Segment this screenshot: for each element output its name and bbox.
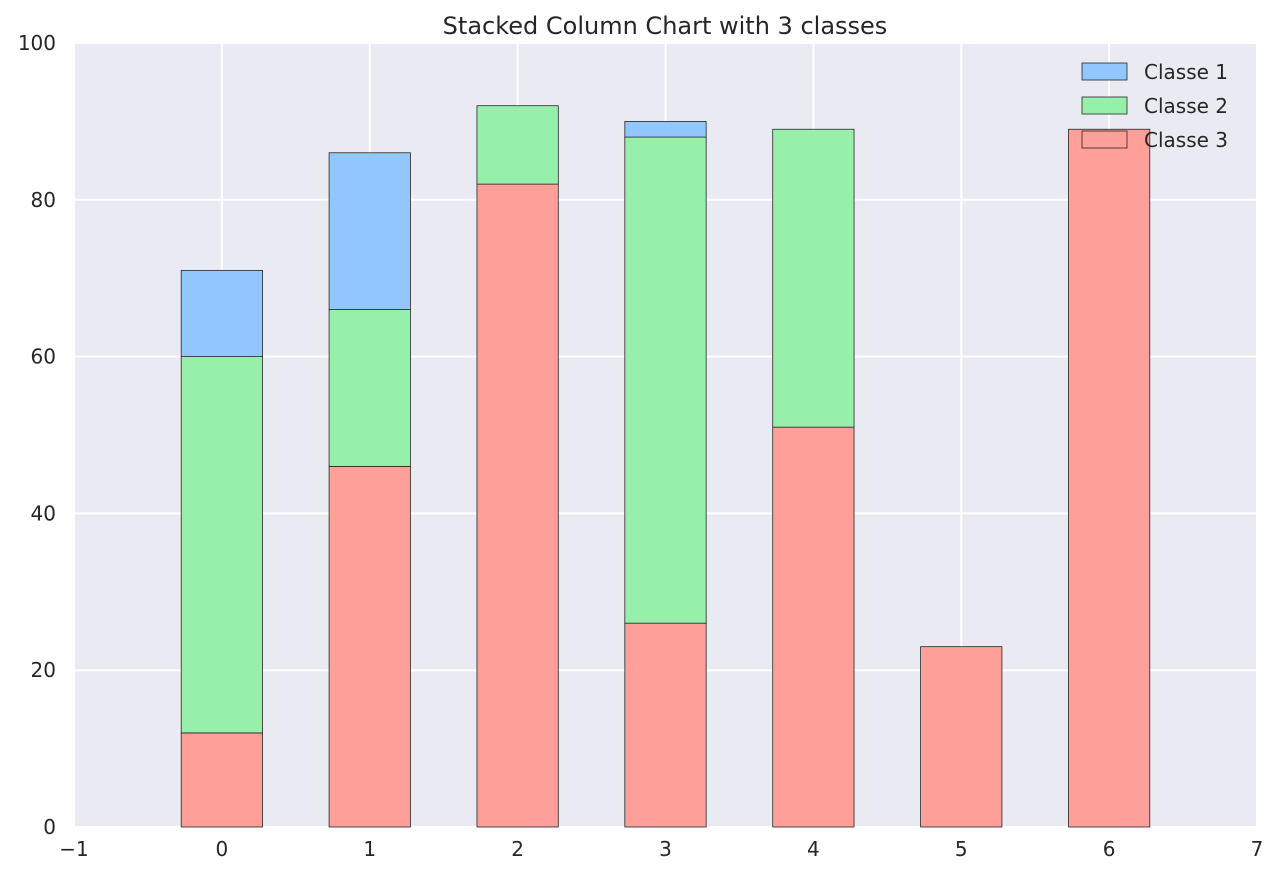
bar-segment-classe-2 (772, 128, 855, 428)
bar-segment-classe-3 (1068, 128, 1151, 828)
legend-swatch (1081, 96, 1128, 115)
x-tick-label: 6 (1103, 837, 1116, 861)
bar-segment-classe-1 (624, 121, 707, 138)
x-tick-label: 3 (659, 837, 672, 861)
x-tick-label: 1 (363, 837, 376, 861)
bar-segment-classe-3 (180, 732, 263, 828)
y-tick-label: 0 (43, 815, 56, 839)
y-tick-label: 40 (31, 501, 56, 525)
bar-segment-classe-3 (772, 426, 855, 828)
x-tick-label: 5 (955, 837, 968, 861)
legend-label: Classe 3 (1144, 128, 1228, 152)
bar-segment-classe-2 (624, 136, 707, 624)
legend-label: Classe 2 (1144, 94, 1228, 118)
x-tick-label: −1 (59, 837, 88, 861)
y-tick-labels: 0 20 40 60 80 100 (18, 31, 56, 839)
bar-segment-classe-1 (180, 269, 263, 357)
bars-group (180, 105, 1151, 828)
bar-segment-classe-2 (476, 105, 559, 185)
x-tick-labels: −1 0 1 2 3 4 5 6 7 (59, 837, 1263, 861)
bar-segment-classe-2 (328, 309, 411, 467)
y-tick-label: 20 (31, 658, 56, 682)
legend-swatch (1081, 130, 1128, 149)
x-tick-label: 0 (216, 837, 229, 861)
bar-segment-classe-3 (328, 465, 411, 828)
bar-segment-classe-3 (476, 183, 559, 828)
x-tick-label: 4 (807, 837, 820, 861)
legend-label: Classe 1 (1144, 60, 1228, 84)
chart-title: Stacked Column Chart with 3 classes (443, 12, 888, 40)
x-tick-label: 2 (511, 837, 524, 861)
bar-segment-classe-3 (624, 622, 707, 828)
bar-segment-classe-1 (328, 152, 411, 310)
y-tick-label: 100 (18, 31, 56, 55)
legend-swatch (1081, 62, 1128, 81)
y-tick-label: 60 (31, 345, 56, 369)
bar-segment-classe-2 (180, 356, 263, 734)
bar-segment-classe-3 (920, 646, 1003, 828)
y-tick-label: 80 (31, 188, 56, 212)
x-tick-label: 7 (1251, 837, 1264, 861)
legend: Classe 1 Classe 2 Classe 3 (1081, 60, 1228, 152)
